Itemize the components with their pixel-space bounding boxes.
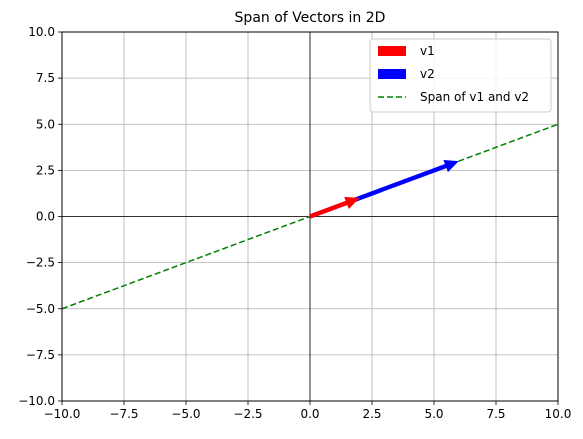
x-tick-label: 0.0 xyxy=(300,407,319,421)
y-tick-label: −7.5 xyxy=(26,348,55,362)
vector-arrow-v1 xyxy=(309,196,360,219)
y-tick-label: 2.5 xyxy=(36,163,55,177)
x-tick-label: 5.0 xyxy=(424,407,443,421)
legend-label: Span of v1 and v2 xyxy=(420,90,529,104)
y-tick-label: −2.5 xyxy=(26,256,55,270)
legend-swatch-v1 xyxy=(378,46,406,56)
x-tick-label: 7.5 xyxy=(486,407,505,421)
x-tick-label: −2.5 xyxy=(233,407,262,421)
x-tick-label: −5.0 xyxy=(171,407,200,421)
x-tick-label: −10.0 xyxy=(44,407,81,421)
legend: v1 v2 Span of v1 and v2 xyxy=(369,38,552,113)
legend-swatch-v2 xyxy=(378,69,406,79)
y-axis-ticks: −10.0 −7.5 −5.0 −2.5 0.0 2.5 5.0 7.5 10.0 xyxy=(18,25,62,408)
legend-label: v2 xyxy=(420,67,435,81)
legend-label: v1 xyxy=(420,44,435,58)
legend-box xyxy=(369,38,552,113)
y-tick-label: 5.0 xyxy=(36,117,55,131)
y-tick-label: −5.0 xyxy=(26,302,55,316)
x-tick-label: 2.5 xyxy=(362,407,381,421)
chart-title: Span of Vectors in 2D xyxy=(235,10,386,26)
y-tick-label: −10.0 xyxy=(18,394,55,408)
x-tick-label: 10.0 xyxy=(545,407,572,421)
y-tick-label: 10.0 xyxy=(28,25,55,39)
x-tick-label: −7.5 xyxy=(109,407,138,421)
y-tick-label: 7.5 xyxy=(36,71,55,85)
x-axis-ticks: −10.0 −7.5 −5.0 −2.5 0.0 2.5 5.0 7.5 10.0 xyxy=(44,401,572,421)
y-tick-label: 0.0 xyxy=(36,210,55,224)
vector-arrows xyxy=(309,159,459,219)
